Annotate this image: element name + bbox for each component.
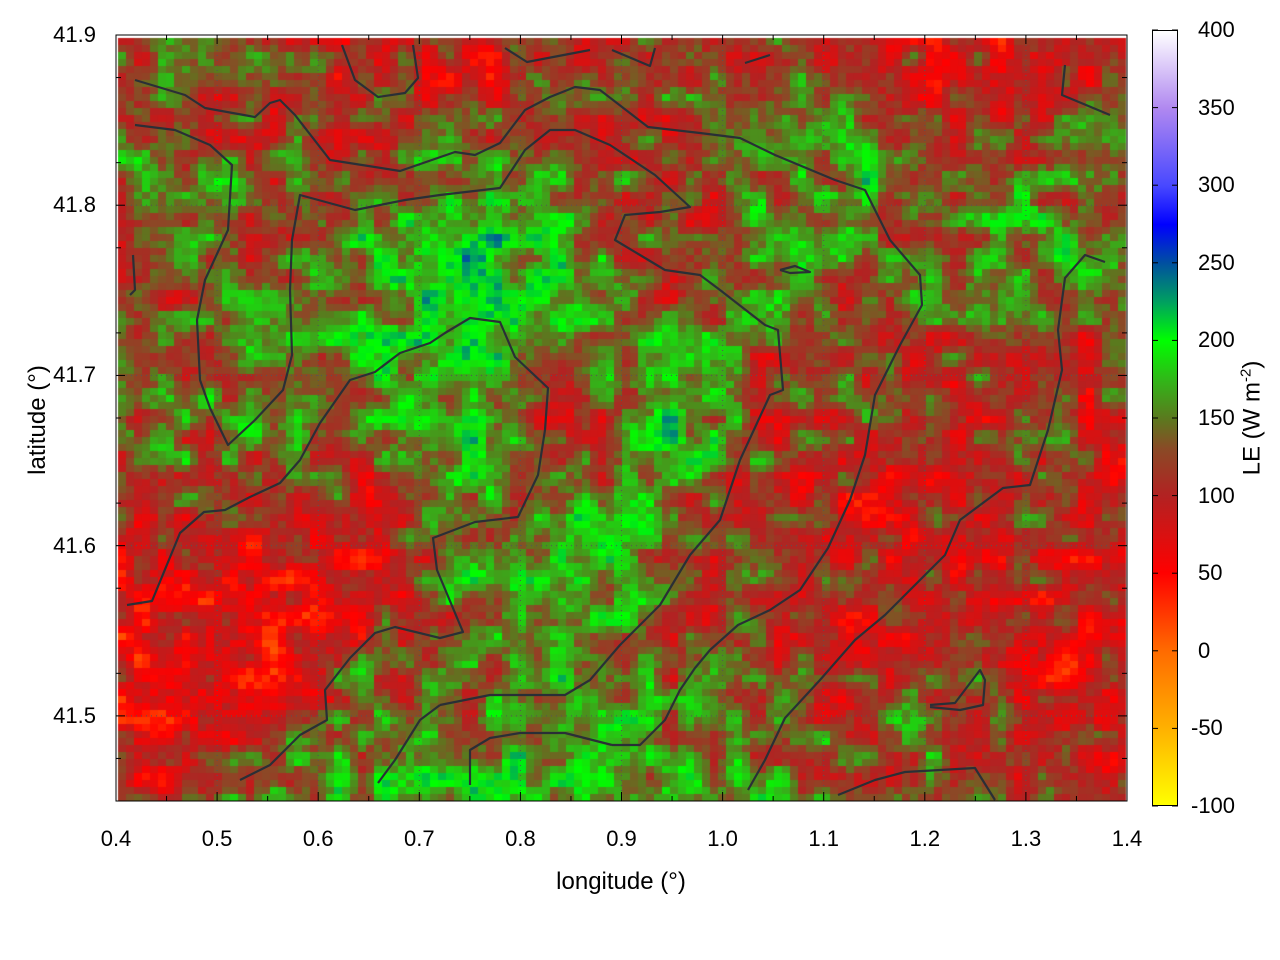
colorbar-tick-label: 150	[1198, 405, 1235, 430]
colorbar-tick-label: 0	[1198, 637, 1211, 663]
x-tick-label: 1.3	[1010, 826, 1042, 851]
colorbar-tick-label: 250	[1198, 249, 1235, 275]
colorbar-tick-label: 300	[1198, 172, 1235, 198]
plot-area	[116, 35, 1127, 801]
colorbar-tick-label: 400	[1198, 17, 1235, 42]
x-tick-label: 1.2	[909, 826, 941, 851]
x-tick-label: 1.0	[707, 826, 738, 851]
x-tick-label: 0.7	[404, 826, 435, 851]
colorbar-label-close: )	[1238, 360, 1266, 369]
x-tick-label: 1.4	[1111, 826, 1143, 851]
x-axis-label: longitude (°)	[556, 868, 686, 895]
colorbar-label: LE (W m-2)	[1238, 361, 1267, 476]
y-tick-label: 41.7	[53, 362, 96, 388]
x-tick-label: 0.9	[606, 826, 637, 851]
x-tick-label: 1.1	[808, 826, 839, 851]
y-tick-label: 41.8	[53, 192, 96, 218]
y-tick-label: 41.9	[53, 22, 96, 47]
x-tick-label: 0.8	[505, 826, 536, 851]
colorbar-label-text: LE (W m	[1238, 382, 1266, 476]
colorbar-tick-label: -50	[1191, 715, 1223, 741]
colorbar-tick-label: 50	[1198, 560, 1223, 586]
le-heatmap	[116, 35, 1127, 801]
colorbar-tick-label: 350	[1198, 94, 1235, 120]
x-tick-label: 0.4	[100, 826, 132, 851]
y-tick-label: 41.5	[53, 702, 96, 728]
x-tick-label: 0.6	[302, 826, 334, 851]
colorbar-tick-label: -100	[1191, 793, 1236, 818]
colorbar-tick-label: 100	[1198, 482, 1235, 508]
colorbar	[1152, 30, 1178, 806]
y-axis-label: latitude (°)	[24, 365, 51, 475]
colorbar-tick-label: 200	[1198, 327, 1235, 353]
x-tick-label: 0.5	[201, 826, 233, 851]
colorbar-label-exponent: -2	[1237, 368, 1255, 383]
y-tick-label: 41.6	[53, 532, 96, 558]
